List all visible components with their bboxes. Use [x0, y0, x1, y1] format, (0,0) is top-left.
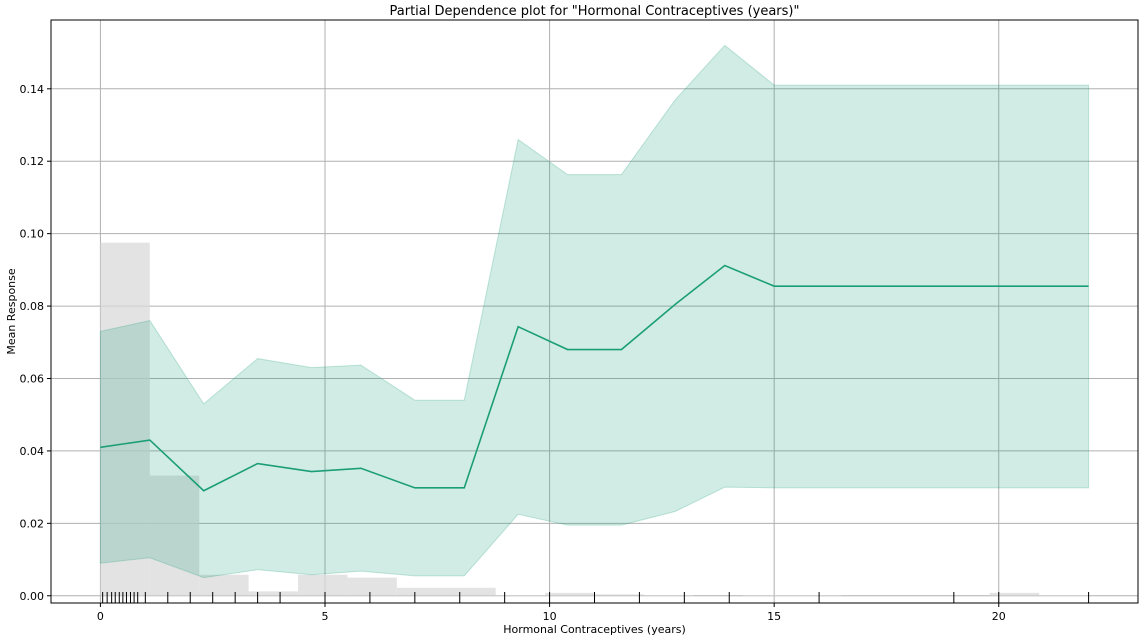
chart-title: Partial Dependence plot for "Hormonal Co… — [390, 4, 800, 19]
mean-response-line — [100, 264, 1089, 492]
y-tick-label: 0.12 — [20, 155, 45, 168]
histogram-bar — [495, 595, 546, 596]
y-tick-label: 0.00 — [20, 590, 45, 603]
histogram-bar — [792, 595, 842, 596]
x-tick-label: 10 — [543, 610, 557, 623]
confidence-band-area — [99, 44, 1090, 579]
x-axis-ticks: 0 5 10 15 20 — [97, 603, 1006, 623]
x-axis-label: Hormonal Contraceptives (years) — [503, 623, 686, 636]
confidence-band — [99, 44, 1090, 579]
y-tick-label: 0.08 — [20, 300, 45, 313]
y-tick-label: 0.10 — [20, 228, 45, 241]
histogram-bar — [594, 594, 644, 596]
histogram-bar — [643, 595, 694, 596]
y-axis-ticks: 0.00 0.02 0.04 0.06 0.08 0.10 0.12 0.14 — [20, 83, 51, 603]
histogram-bar — [989, 592, 1040, 596]
histogram-bars — [100, 242, 1089, 596]
histogram-bar — [545, 592, 595, 596]
histogram-bar — [298, 574, 348, 596]
histogram-bar — [248, 591, 299, 596]
histogram-bar — [742, 595, 793, 596]
x-tick-label: 15 — [767, 610, 781, 623]
histogram-bar — [100, 242, 150, 596]
y-tick-label: 0.02 — [20, 517, 45, 530]
plot-area-frame — [50, 19, 1139, 604]
y-tick-label: 0.06 — [20, 372, 45, 385]
y-tick-label: 0.14 — [20, 83, 45, 96]
histogram-bar — [446, 587, 496, 596]
histogram-bar — [199, 574, 249, 596]
histogram-bar — [396, 587, 447, 596]
x-tick-label: 5 — [321, 610, 328, 623]
y-tick-label: 0.04 — [20, 445, 45, 458]
histogram-bar — [149, 475, 200, 596]
histogram-bar — [347, 577, 397, 596]
histogram-bar — [1039, 595, 1089, 596]
rug-marks — [102, 592, 1090, 603]
x-tick-label: 0 — [97, 610, 104, 623]
x-tick-label: 20 — [992, 610, 1006, 623]
y-axis-label: Mean Response — [5, 268, 18, 355]
